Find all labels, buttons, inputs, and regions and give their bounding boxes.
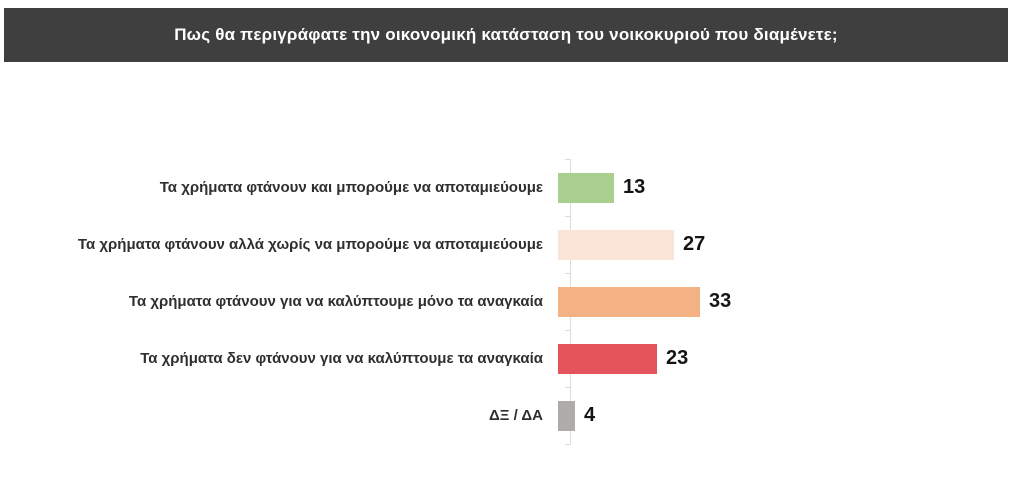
value-label: 4 [584, 404, 596, 426]
chart-title-bar: Πως θα περιγράφατε την οικονομική κατάστ… [4, 8, 1008, 62]
category-label: ΔΞ / ΔΑ [489, 407, 543, 424]
axis-tick [565, 216, 571, 217]
chart-row: Τα χρήματα δεν φτάνουν για να καλύπτουμε… [0, 330, 1024, 387]
category-label: Τα χρήματα δεν φτάνουν για να καλύπτουμε… [140, 350, 543, 367]
chart-row: ΔΞ / ΔΑ 4 [0, 387, 1024, 444]
bar [558, 400, 575, 431]
axis-tick [565, 444, 571, 445]
axis-tick [565, 387, 571, 388]
category-label: Τα χρήματα φτάνουν για να καλύπτουμε μόν… [128, 293, 543, 310]
axis-tick [565, 273, 571, 274]
bar-chart-plot-area: Τα χρήματα φτάνουν και μπορούμε να αποτα… [0, 159, 1024, 444]
bar [558, 229, 674, 260]
value-label: 33 [709, 290, 732, 312]
chart-row: Τα χρήματα φτάνουν για να καλύπτουμε μόν… [0, 273, 1024, 330]
axis-tick [565, 330, 571, 331]
category-label: Τα χρήματα φτάνουν αλλά χωρίς να μπορούμ… [77, 236, 543, 253]
value-label: 23 [666, 347, 689, 369]
chart-row: Τα χρήματα φτάνουν και μπορούμε να αποτα… [0, 159, 1024, 216]
bar [558, 286, 700, 317]
bar [558, 172, 614, 203]
axis-tick [565, 159, 571, 160]
chart-row: Τα χρήματα φτάνουν αλλά χωρίς να μπορούμ… [0, 216, 1024, 273]
category-label: Τα χρήματα φτάνουν και μπορούμε να αποτα… [159, 179, 543, 196]
value-label: 27 [683, 233, 706, 255]
bar [558, 343, 657, 374]
chart-title: Πως θα περιγράφατε την οικονομική κατάστ… [174, 25, 838, 44]
value-label: 13 [623, 176, 646, 198]
